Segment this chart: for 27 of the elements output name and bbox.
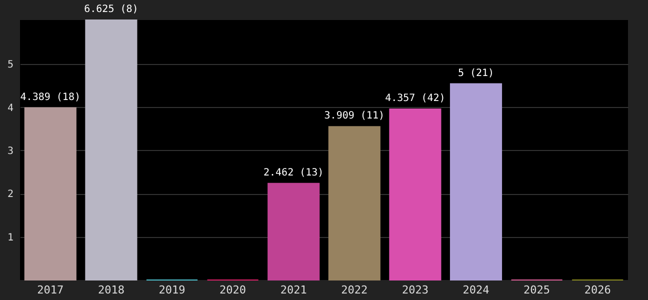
bar: [328, 126, 380, 280]
y-tick-label: 5: [8, 60, 14, 71]
data-label: 3.909 (11): [324, 110, 385, 122]
data-label: 4.389 (18): [20, 92, 81, 103]
x-tick-label: 2026: [584, 284, 611, 296]
bar: [24, 107, 76, 280]
bar: [85, 20, 138, 280]
x-tick-label: 2023: [402, 284, 428, 296]
x-tick-label: 2019: [158, 284, 186, 296]
y-tick-label: 1: [8, 232, 14, 244]
bar: [268, 182, 320, 280]
y-tick-label: 2: [8, 189, 14, 200]
data-label: 5 (21): [458, 68, 494, 79]
x-tick-label: 2024: [462, 284, 490, 296]
x-tick-label: 2021: [280, 284, 307, 296]
y-tick-label: 3: [8, 146, 14, 157]
data-label: 2.462 (13): [263, 167, 324, 178]
data-label: 6.625 (8): [84, 4, 138, 15]
bar: [389, 108, 442, 280]
x-tick-label: 2020: [220, 284, 246, 296]
bar: [450, 83, 502, 280]
x-tick-label: 2018: [98, 284, 124, 296]
x-tick-label: 2017: [37, 284, 64, 296]
y-tick-label: 4: [8, 102, 14, 114]
x-tick-label: 2022: [341, 284, 368, 296]
data-label: 4.357 (42): [385, 93, 446, 104]
x-tick-label: 2025: [524, 284, 550, 296]
